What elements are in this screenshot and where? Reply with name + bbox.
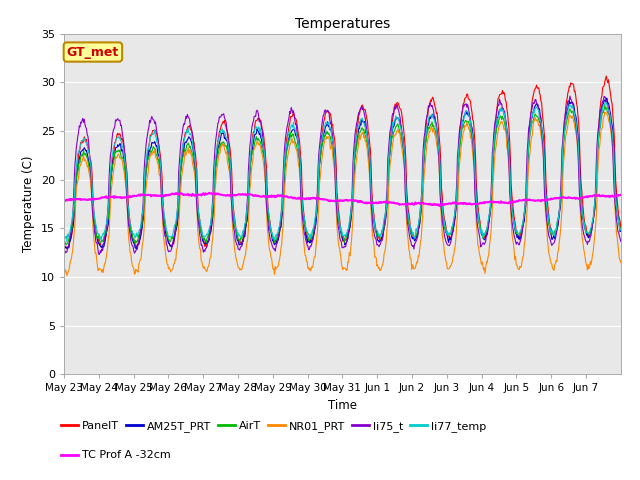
TC Prof A -32cm bbox=[60, 198, 68, 204]
TC Prof A -32cm bbox=[256, 193, 264, 199]
TC Prof A -32cm bbox=[228, 192, 236, 198]
AM25T_PRT bbox=[125, 220, 133, 226]
li75_t bbox=[277, 212, 285, 217]
li77_temp bbox=[602, 99, 609, 105]
PanelT bbox=[401, 135, 408, 141]
li75_t bbox=[126, 231, 134, 237]
AirT bbox=[401, 158, 408, 164]
Title: Temperatures: Temperatures bbox=[295, 17, 390, 31]
NR01_PRT bbox=[126, 249, 134, 255]
TC Prof A -32cm bbox=[435, 203, 443, 209]
li77_temp bbox=[126, 221, 134, 227]
TC Prof A -32cm bbox=[277, 192, 285, 198]
Legend: TC Prof A -32cm: TC Prof A -32cm bbox=[57, 446, 175, 465]
li77_temp bbox=[277, 212, 285, 218]
NR01_PRT bbox=[601, 109, 609, 115]
NR01_PRT bbox=[60, 268, 68, 274]
Y-axis label: Temperature (C): Temperature (C) bbox=[22, 156, 35, 252]
NR01_PRT bbox=[256, 143, 264, 148]
li77_temp bbox=[60, 233, 68, 239]
li75_t bbox=[228, 215, 236, 220]
PanelT bbox=[126, 219, 134, 225]
AirT bbox=[277, 214, 285, 219]
AirT bbox=[228, 205, 236, 211]
AirT bbox=[126, 224, 134, 229]
li77_temp bbox=[256, 125, 264, 131]
li77_temp bbox=[63, 239, 71, 244]
PanelT bbox=[256, 118, 264, 123]
NR01_PRT bbox=[63, 273, 71, 278]
PanelT bbox=[602, 73, 610, 79]
Line: AM25T_PRT: AM25T_PRT bbox=[64, 98, 621, 249]
li75_t bbox=[432, 120, 440, 126]
li77_temp bbox=[617, 228, 625, 233]
Line: NR01_PRT: NR01_PRT bbox=[64, 112, 621, 276]
PanelT bbox=[277, 221, 285, 227]
TC Prof A -32cm bbox=[432, 202, 440, 207]
PanelT bbox=[617, 225, 625, 230]
AM25T_PRT bbox=[256, 130, 264, 136]
NR01_PRT bbox=[617, 260, 625, 265]
NR01_PRT bbox=[228, 222, 236, 228]
AM25T_PRT bbox=[228, 201, 236, 206]
TC Prof A -32cm bbox=[617, 192, 625, 198]
AirT bbox=[617, 225, 625, 230]
AirT bbox=[256, 138, 264, 144]
TC Prof A -32cm bbox=[125, 193, 133, 199]
PanelT bbox=[228, 190, 236, 195]
Line: TC Prof A -32cm: TC Prof A -32cm bbox=[64, 193, 621, 206]
li77_temp bbox=[401, 153, 408, 158]
Legend: PanelT, AM25T_PRT, AirT, NR01_PRT, li75_t, li77_temp: PanelT, AM25T_PRT, AirT, NR01_PRT, li75_… bbox=[57, 416, 491, 436]
AM25T_PRT bbox=[277, 225, 285, 230]
AirT bbox=[60, 239, 68, 244]
PanelT bbox=[60, 239, 68, 244]
li75_t bbox=[60, 249, 68, 255]
PanelT bbox=[63, 246, 71, 252]
Line: AirT: AirT bbox=[64, 105, 621, 245]
li75_t bbox=[95, 252, 102, 257]
NR01_PRT bbox=[277, 244, 285, 250]
AM25T_PRT bbox=[617, 228, 625, 233]
TC Prof A -32cm bbox=[205, 190, 213, 196]
Text: GT_met: GT_met bbox=[67, 46, 119, 59]
PanelT bbox=[432, 106, 440, 112]
NR01_PRT bbox=[401, 167, 408, 173]
AM25T_PRT bbox=[60, 243, 68, 249]
li77_temp bbox=[228, 200, 236, 206]
TC Prof A -32cm bbox=[401, 201, 408, 207]
li75_t bbox=[256, 118, 264, 124]
X-axis label: Time: Time bbox=[328, 399, 357, 412]
Line: li75_t: li75_t bbox=[64, 96, 621, 254]
Line: li77_temp: li77_temp bbox=[64, 102, 621, 241]
AM25T_PRT bbox=[132, 246, 140, 252]
AirT bbox=[432, 130, 440, 135]
AirT bbox=[62, 242, 70, 248]
Line: PanelT: PanelT bbox=[64, 76, 621, 249]
AM25T_PRT bbox=[401, 153, 408, 158]
AM25T_PRT bbox=[602, 96, 610, 101]
AirT bbox=[601, 102, 609, 108]
li75_t bbox=[617, 239, 625, 244]
li75_t bbox=[566, 93, 574, 99]
NR01_PRT bbox=[432, 132, 440, 138]
AM25T_PRT bbox=[432, 119, 440, 125]
li75_t bbox=[401, 162, 408, 168]
li77_temp bbox=[432, 121, 440, 127]
